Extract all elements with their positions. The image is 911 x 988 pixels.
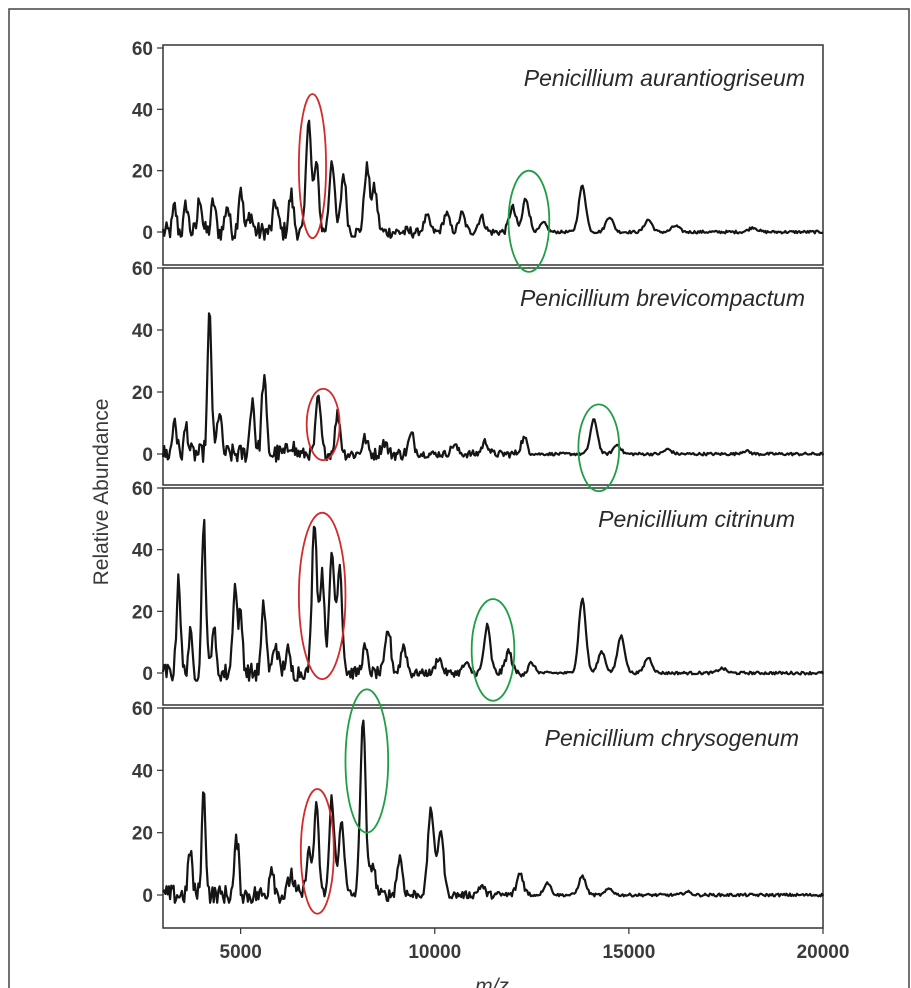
species-label: Penicillium aurantiogriseum <box>524 65 805 91</box>
spectrum-line <box>161 119 824 241</box>
green-highlight-ellipse <box>470 598 516 702</box>
y-tick-label: 20 <box>132 824 153 845</box>
panel-frame <box>162 267 824 486</box>
x-tick-label: 15000 <box>602 942 655 963</box>
y-tick-label: 60 <box>132 699 153 720</box>
panel-frame <box>162 487 824 706</box>
species-label: Penicillium citrinum <box>598 506 795 532</box>
y-tick-label: 0 <box>142 445 153 466</box>
y-tick-label: 60 <box>132 479 153 500</box>
red-highlight-ellipse <box>297 511 347 681</box>
spectrum-panel: 0 20 40 60 Penicillium chrysogenum <box>132 699 824 929</box>
spectrum-panel: 0 20 40 60 Penicillium citrinum <box>132 479 824 706</box>
x-tick-label: 10000 <box>408 942 461 963</box>
spectrum-line <box>161 518 824 682</box>
red-highlight-ellipse <box>305 387 341 462</box>
spectrum-line <box>162 719 824 904</box>
green-highlight-ellipse <box>507 169 551 273</box>
panel-frame <box>162 44 824 266</box>
spectrum-line <box>161 312 824 463</box>
y-tick-label: 40 <box>132 541 153 562</box>
y-tick-label: 20 <box>132 383 153 404</box>
y-tick-label: 40 <box>132 100 153 121</box>
y-tick-label: 0 <box>142 886 153 907</box>
y-tick-label: 0 <box>142 664 153 685</box>
green-highlight-ellipse <box>344 688 390 834</box>
species-label: Penicillium chrysogenum <box>545 725 799 751</box>
spectra-panels: 0 20 40 60 Penicillium aurantiogriseum 0 20 40 6… <box>132 39 824 929</box>
x-axis-label: m/z <box>475 975 509 988</box>
y-tick-label: 20 <box>132 602 153 623</box>
red-highlight-ellipse <box>297 93 327 240</box>
y-tick-label: 40 <box>132 321 153 342</box>
figure-border <box>8 8 910 988</box>
x-axis: 5000 10000 15000 20000 <box>220 928 850 963</box>
spectrum-panel: 0 20 40 60 Penicillium brevicompactum <box>132 259 824 486</box>
y-axis-label: Relative Abundance <box>90 399 113 586</box>
green-highlight-ellipse <box>577 403 621 493</box>
y-tick-label: 60 <box>132 259 153 280</box>
y-tick-label: 0 <box>142 223 153 244</box>
red-highlight-ellipse <box>299 788 335 915</box>
species-label: Penicillium brevicompactum <box>520 285 805 311</box>
y-tick-label: 40 <box>132 761 153 782</box>
spectrum-panel: 0 20 40 60 Penicillium aurantiogriseum <box>132 39 824 266</box>
x-tick-label: 5000 <box>220 942 262 963</box>
x-tick-label: 20000 <box>797 942 850 963</box>
y-tick-label: 20 <box>132 162 153 183</box>
y-tick-label: 60 <box>132 39 153 60</box>
panel-frame <box>162 707 824 929</box>
